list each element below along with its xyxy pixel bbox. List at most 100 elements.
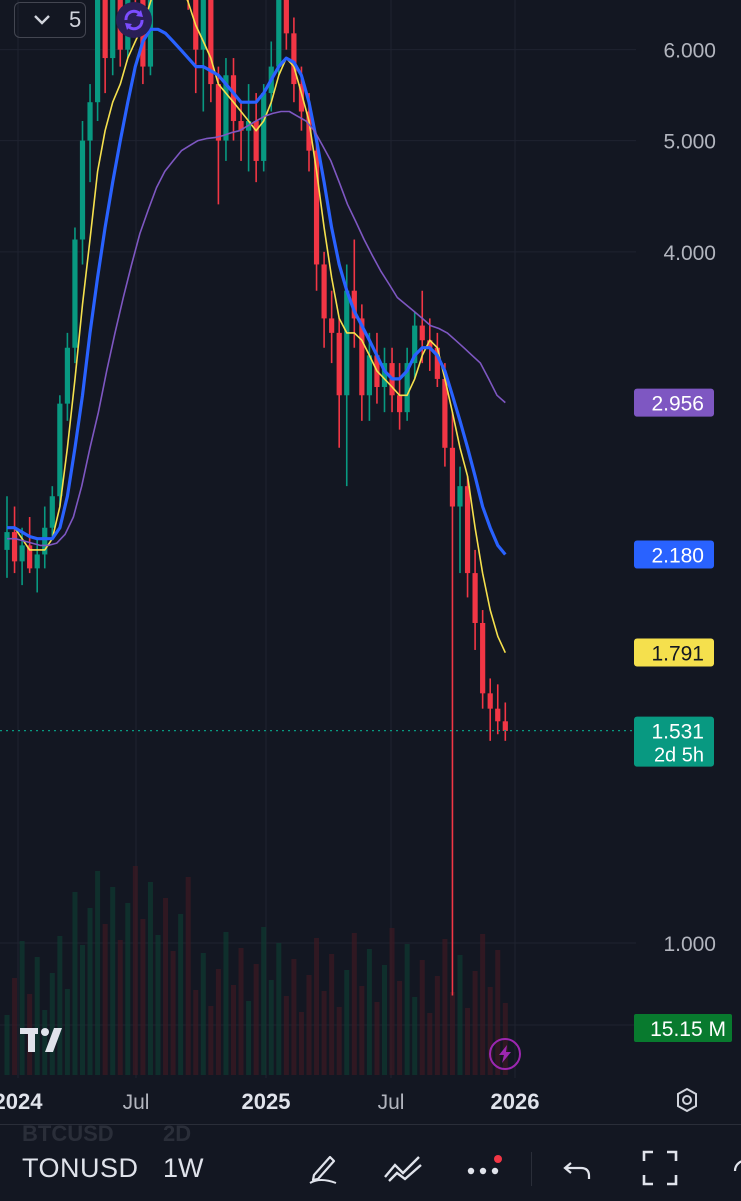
- volume-bar: [110, 887, 116, 1075]
- x-tick-label: 2026: [491, 1089, 540, 1114]
- candle-body: [404, 363, 410, 413]
- sync-button[interactable]: [116, 2, 152, 38]
- x-tick-label: 2024: [0, 1089, 43, 1114]
- volume-bar: [366, 949, 372, 1075]
- volume-bar: [34, 957, 40, 1075]
- volume-bar: [283, 996, 289, 1075]
- candle-body: [42, 527, 48, 555]
- trend-tools-button[interactable]: [381, 1146, 425, 1190]
- volume-bar: [487, 987, 493, 1075]
- volume-bar: [351, 933, 357, 1075]
- pen-icon: [309, 1155, 337, 1184]
- volume-bar: [200, 953, 206, 1075]
- y-tick-label: 6.000: [663, 40, 716, 63]
- chart-settings-button[interactable]: [674, 1087, 700, 1118]
- candle-body: [487, 693, 493, 709]
- volume-bar: [389, 928, 395, 1075]
- candle-body: [79, 140, 86, 240]
- volume-bar: [185, 877, 191, 1075]
- volume-bar: [465, 1008, 471, 1075]
- overflow-button[interactable]: [712, 1146, 741, 1190]
- volume-bar: [314, 938, 320, 1075]
- volume-bar: [140, 919, 146, 1075]
- volume-bar: [4, 1015, 10, 1075]
- candle-body: [72, 239, 78, 348]
- volume-bar: [95, 871, 101, 1075]
- volume-bar: [64, 989, 70, 1075]
- candle-body: [472, 573, 478, 623]
- volume-bar: [298, 1012, 304, 1075]
- moving-average-line: [7, 0, 507, 654]
- volume-bar: [87, 908, 93, 1075]
- volume-bar: [472, 971, 478, 1075]
- candle-body: [19, 545, 25, 562]
- candle-body: [313, 150, 320, 265]
- candle-body: [276, 0, 282, 67]
- indicators-toggle[interactable]: 5: [14, 2, 86, 38]
- candle-body: [215, 84, 221, 141]
- volume-bar: [261, 927, 267, 1075]
- candle-body: [412, 325, 418, 364]
- volume-bar: [231, 985, 236, 1075]
- candle-body: [434, 347, 440, 379]
- interval-selector[interactable]: 1W: [163, 1153, 204, 1183]
- volume-bar: [102, 924, 108, 1075]
- bottom-toolbar: [0, 1124, 741, 1201]
- candle-body: [366, 355, 372, 396]
- previous-interval: 2D: [163, 1121, 192, 1146]
- y-tick-label: 4.000: [663, 242, 716, 265]
- candle-body: [298, 84, 305, 112]
- last-price-label: 1.531: [651, 721, 704, 744]
- volume-bar: [404, 944, 410, 1075]
- symbol-selector[interactable]: TONUSD: [22, 1153, 139, 1183]
- volume-bar: [117, 940, 123, 1075]
- volume-bar: [397, 981, 403, 1075]
- candle-body: [95, 0, 101, 103]
- price-chart[interactable]: 12.00011.00010.0009.0008.0007.0006.0005.…: [0, 0, 741, 1124]
- volume-bar: [193, 990, 199, 1075]
- volume-bar: [215, 969, 221, 1075]
- price-tag-label: 2.956: [651, 393, 704, 416]
- undo-button[interactable]: [556, 1146, 600, 1190]
- volume-bar: [132, 866, 138, 1075]
- volume-bar: [147, 882, 153, 1075]
- price-tag-label: 1.791: [651, 642, 704, 665]
- volume-bar: [382, 965, 387, 1075]
- trendline-icon: [384, 1156, 422, 1182]
- volume-bar: [449, 992, 455, 1075]
- candle-body: [291, 33, 297, 85]
- volume-bar: [155, 935, 161, 1075]
- y-tick-label: 1.000: [663, 933, 716, 956]
- volume-bar: [457, 955, 463, 1075]
- candle-body: [223, 75, 229, 141]
- candle-body: [34, 554, 40, 569]
- candle-body: [449, 447, 456, 507]
- drawing-tool-button[interactable]: [301, 1146, 345, 1190]
- candle-body: [208, 0, 214, 85]
- volume-bar: [329, 954, 335, 1075]
- candle-body: [351, 290, 357, 319]
- volume-bar: [321, 991, 327, 1075]
- tradingview-logo: [20, 1026, 72, 1059]
- candle-body: [110, 0, 116, 59]
- candle-body: [397, 395, 403, 413]
- overflow-icon: [733, 1160, 741, 1172]
- candle-body: [4, 532, 10, 550]
- candle-body: [261, 93, 267, 161]
- volume-bar: [72, 892, 78, 1075]
- more-options-button[interactable]: [463, 1146, 507, 1190]
- candle-body: [381, 363, 388, 388]
- x-tick-label: Jul: [123, 1091, 150, 1114]
- volume-bar: [412, 997, 418, 1075]
- candle-body: [11, 532, 18, 562]
- volume-bar: [253, 964, 259, 1075]
- price-tag: [634, 540, 714, 569]
- volume-bar: [306, 975, 312, 1075]
- fullscreen-button[interactable]: [638, 1146, 682, 1190]
- moving-average-line: [7, 27, 507, 556]
- candle-body: [306, 111, 312, 151]
- price-tag: [634, 638, 714, 667]
- flash-alert-button[interactable]: [489, 1038, 521, 1070]
- volume-bar: [495, 950, 501, 1075]
- volume-bar: [80, 945, 85, 1075]
